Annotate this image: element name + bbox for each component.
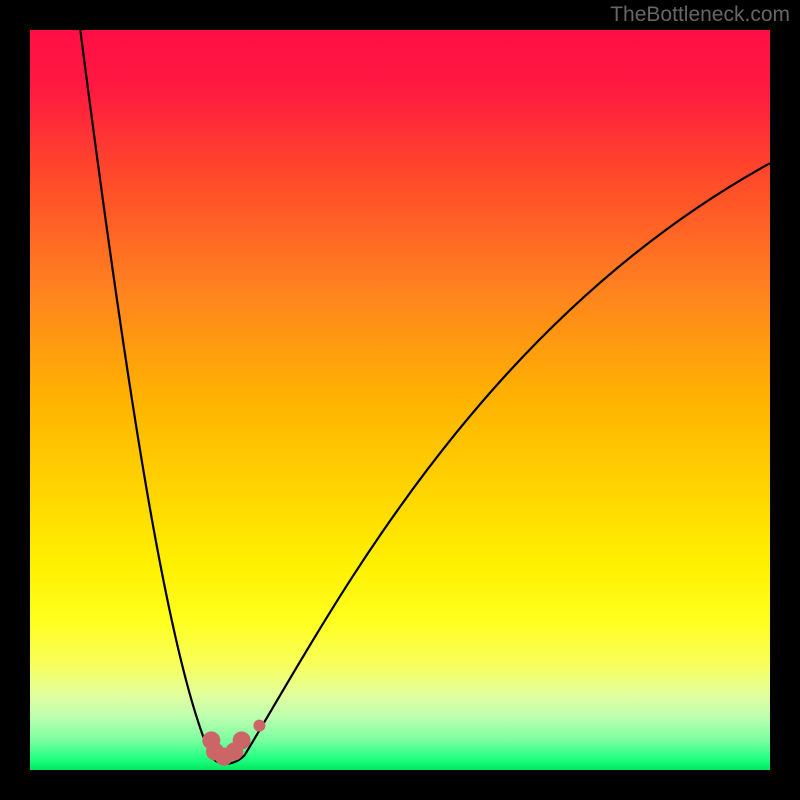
watermark-text: TheBottleneck.com [610,3,790,27]
plot-area [30,30,770,770]
marker-point [253,720,265,732]
marker-point [233,731,251,749]
chart-frame [0,0,800,800]
markers-layer [30,30,770,770]
